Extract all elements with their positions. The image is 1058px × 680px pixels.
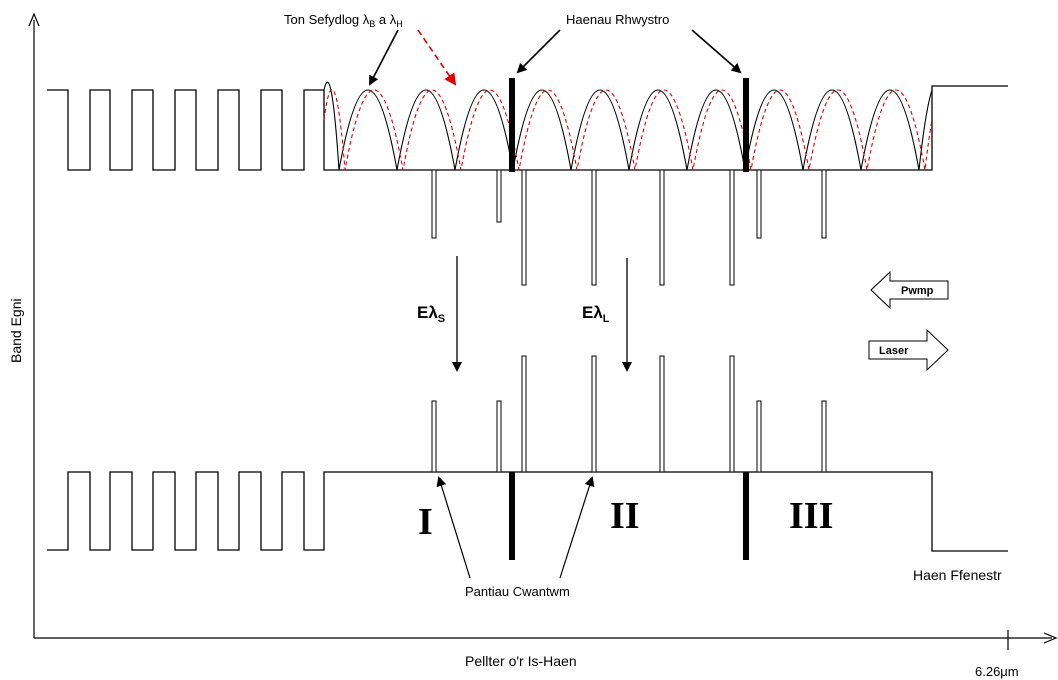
quantum-wells-label: Pantiau Cwantwm: [465, 584, 570, 599]
well-vb-2d: [729, 355, 735, 473]
barrier-layers: [509, 78, 749, 560]
standing-wave-label: Ton Sefydlog λB a λH: [284, 12, 403, 29]
well-cb-3b: [821, 169, 827, 239]
y-axis-label: Band Egni: [8, 298, 24, 363]
quantum-wells-valence: [431, 355, 827, 473]
barrier-layers-label: Haenau Rhwystro: [566, 12, 669, 27]
barrier-bottom-1: [509, 472, 515, 560]
well-vb-3a: [756, 400, 762, 473]
standing-waves: [323, 81, 933, 171]
e-lambda-s-label: EλS: [417, 303, 445, 325]
window-layer-label: Haen Ffenestr: [913, 567, 1002, 583]
y-axis-arrow-icon: [28, 12, 40, 27]
well-cb-1b: [496, 169, 502, 223]
pump-arrow-icon: [870, 270, 949, 310]
region-3-label: III: [789, 495, 833, 537]
barrier-callout-arrow-1: [516, 29, 561, 74]
axes: [28, 12, 1058, 650]
well-callout-arrow-2: [559, 476, 595, 579]
standing-wave-secondary: [323, 88, 933, 171]
well-cb-2b: [591, 169, 597, 286]
valence-band: [47, 471, 1008, 552]
barrier-bottom-2: [743, 472, 749, 560]
quantum-wells-conduction: [431, 169, 827, 286]
e-lambda-l-label: EλL: [582, 303, 610, 325]
region-1-label: I: [418, 501, 433, 543]
conduction-band: [47, 85, 1008, 171]
barrier-top-2: [743, 78, 749, 172]
region-2-label: II: [610, 495, 640, 537]
well-vb-2a: [521, 355, 527, 473]
well-vb-2c: [659, 355, 665, 473]
well-cb-2a: [521, 169, 527, 286]
barrier-callout-arrow-2: [691, 29, 742, 74]
well-cb-3a: [756, 169, 762, 239]
barrier-top-1: [509, 78, 515, 172]
x-axis-label: Pellter o'r Is-Haen: [465, 653, 577, 669]
well-cb-2c: [659, 169, 665, 286]
well-cb-2d: [729, 169, 735, 286]
well-vb-1a: [431, 400, 437, 473]
standing-wave-callout-arrow: [369, 29, 399, 86]
scale-end-label: 6.26μm: [975, 664, 1019, 679]
well-vb-1b: [496, 400, 502, 473]
standing-wave-callout-arrow-red: [417, 29, 457, 86]
callout-arrows: [369, 29, 742, 579]
well-callout-arrow-1: [436, 476, 471, 579]
well-vb-3b: [821, 400, 827, 473]
laser-arrow-icon: [868, 328, 949, 372]
well-vb-2b: [591, 355, 597, 473]
well-cb-1a: [431, 169, 437, 239]
x-axis-arrow-icon: [1043, 632, 1058, 644]
laser-label: Laser: [879, 345, 909, 357]
pump-label: Pwmp: [901, 285, 934, 297]
standing-wave-primary: [323, 81, 933, 171]
